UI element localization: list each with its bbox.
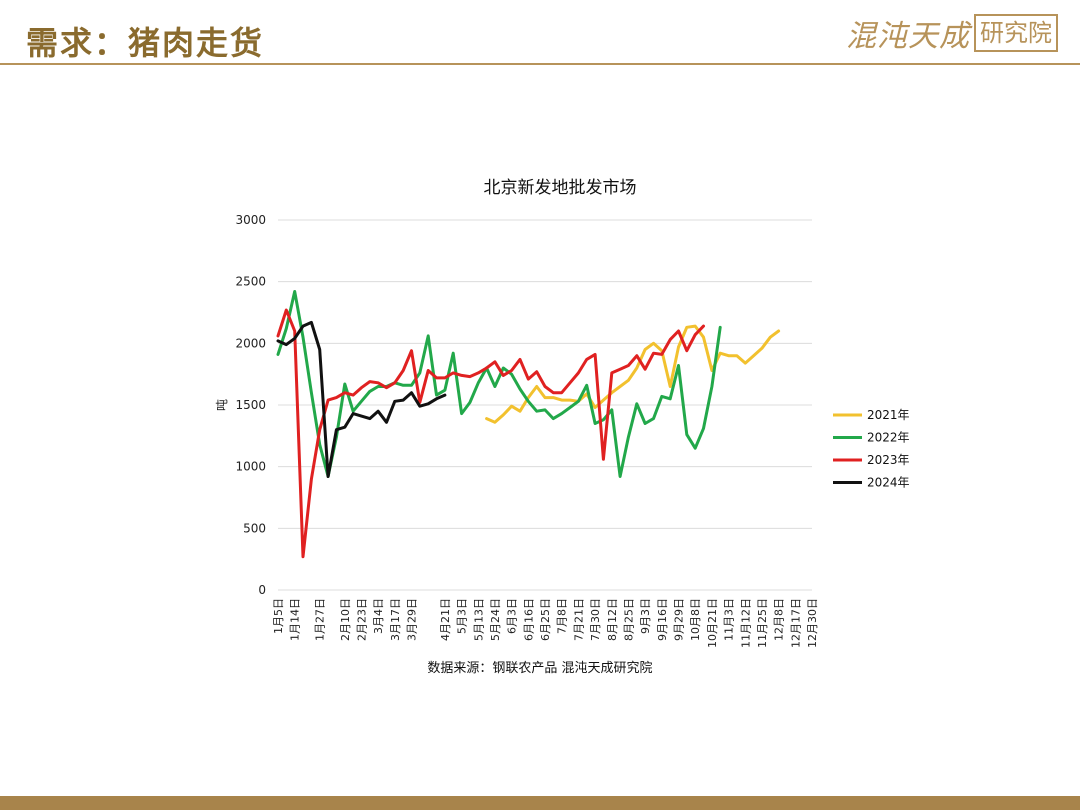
x-tick-label: 12月8日	[773, 598, 786, 641]
x-tick-label: 3月17日	[389, 598, 402, 641]
y-tick-label: 0	[258, 583, 266, 597]
legend-label: 2024年	[867, 476, 910, 490]
x-tick-label: 1月27日	[314, 598, 327, 641]
x-tick-label: 3月29日	[406, 598, 419, 641]
y-axis-ticks: 0 500 1000 1500 2000 2500 3000	[235, 213, 266, 597]
chart-legend: 2021年 2022年 2023年 2024年	[833, 408, 910, 490]
x-tick-label: 9月16日	[656, 598, 669, 641]
y-tick-label: 1000	[235, 460, 266, 474]
series-lines	[276, 290, 781, 559]
x-tick-label: 3月4日	[372, 598, 385, 634]
y-tick-label: 3000	[235, 213, 266, 227]
x-tick-label: 1月14日	[289, 598, 302, 641]
series-line	[276, 290, 722, 478]
x-tick-label: 11月3日	[723, 598, 736, 641]
x-tick-label: 8月25日	[622, 598, 635, 641]
chart-title: 北京新发地批发市场	[484, 178, 637, 198]
x-tick-label: 5月13日	[472, 598, 485, 641]
legend-label: 2022年	[867, 431, 910, 445]
x-tick-label: 12月17日	[789, 598, 802, 648]
x-tick-label: 4月21日	[439, 598, 452, 641]
legend-label: 2021年	[867, 408, 910, 422]
series-line	[276, 320, 447, 478]
chart-grid	[278, 219, 812, 591]
x-tick-label: 1月5日	[272, 598, 285, 634]
x-tick-label: 6月25日	[539, 598, 552, 641]
x-tick-label: 12月30日	[806, 598, 819, 648]
series-line	[276, 308, 705, 559]
x-tick-label: 5月3日	[456, 598, 469, 634]
logo-box-text: 研究院	[974, 14, 1058, 52]
x-tick-label: 11月25日	[756, 598, 769, 648]
x-tick-label: 7月30日	[589, 598, 602, 641]
data-source: 数据来源：钢联农产品 混沌天成研究院	[427, 661, 653, 676]
x-tick-label: 6月3日	[506, 598, 519, 634]
x-tick-label: 7月21日	[572, 598, 585, 641]
x-tick-label: 10月21日	[706, 598, 719, 648]
y-tick-label: 500	[243, 521, 266, 535]
x-tick-label: 5月24日	[489, 598, 502, 641]
x-tick-label: 9月3日	[639, 598, 652, 634]
y-tick-label: 1500	[235, 398, 266, 412]
x-tick-label: 9月29日	[673, 598, 686, 641]
x-axis-ticks: 1月5日 1月14日 1月27日 2月10日 2月23日 3月4日 3月17日 3月29日 4月…	[272, 598, 819, 648]
page-title: 需求：猪肉走货	[26, 24, 265, 62]
x-tick-label: 8月12日	[606, 598, 619, 641]
y-tick-label: 2000	[235, 336, 266, 350]
x-tick-label: 11月12日	[739, 598, 752, 648]
series-line	[485, 324, 781, 424]
header-divider	[0, 63, 1080, 65]
x-tick-label: 7月8日	[556, 598, 569, 634]
x-tick-label: 10月8日	[689, 598, 702, 641]
brand-logo: 混沌天成 研究院	[846, 12, 1058, 54]
x-tick-label: 2月23日	[355, 598, 368, 641]
logo-text: 混沌天成	[846, 19, 970, 54]
y-axis-label: 吨	[215, 399, 229, 411]
y-tick-label: 2500	[235, 275, 266, 289]
footer-bar	[0, 796, 1080, 810]
legend-label: 2023年	[867, 453, 910, 467]
x-tick-label: 2月10日	[339, 598, 352, 641]
x-tick-label: 6月16日	[522, 598, 535, 641]
